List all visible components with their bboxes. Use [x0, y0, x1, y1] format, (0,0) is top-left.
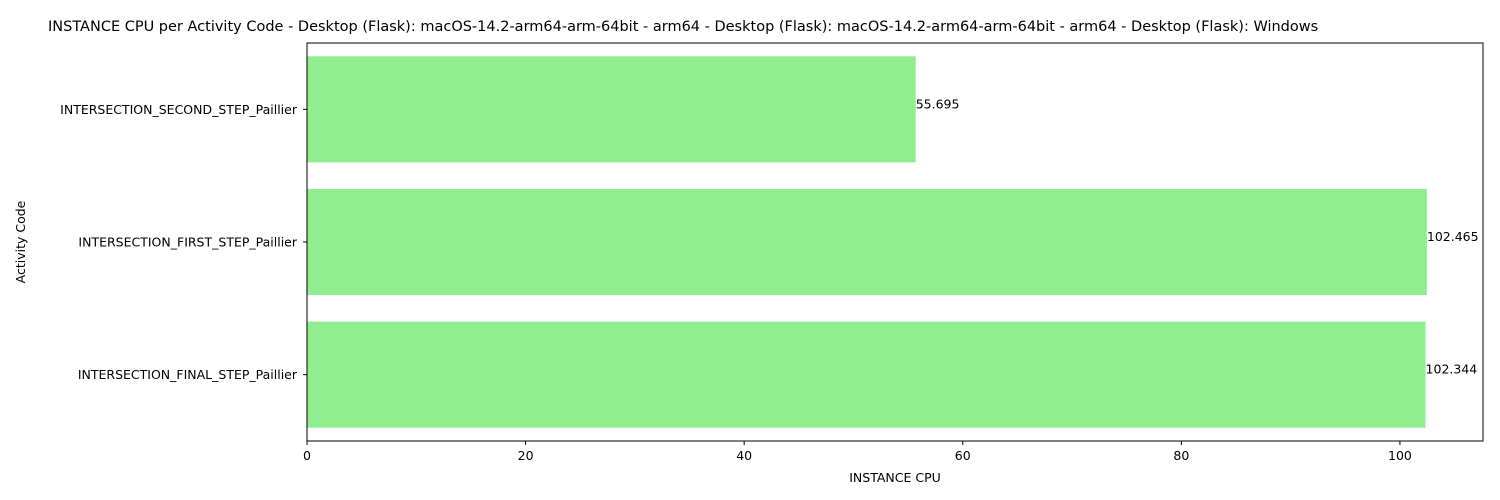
value-labels-group: 55.695 102.465 102.344 — [916, 96, 1479, 376]
bar — [307, 188, 1427, 296]
x-ticks-group: 0 20 40 60 80 100 — [303, 441, 1412, 463]
y-axis-label: Activity Code — [13, 200, 28, 283]
x-tick-label: 60 — [955, 448, 971, 463]
bar-value-label: 55.695 — [916, 96, 960, 111]
bars-group — [307, 56, 1427, 428]
bar — [307, 56, 916, 163]
bar — [307, 321, 1426, 428]
chart-title: INSTANCE CPU per Activity Code - Desktop… — [48, 19, 1318, 35]
bar-value-label: 102.344 — [1426, 362, 1478, 377]
x-tick-label: 20 — [518, 448, 534, 463]
x-tick-label: 80 — [1173, 448, 1189, 463]
x-tick-label: 0 — [303, 448, 311, 463]
y-tick-label: INTERSECTION_SECOND_STEP_Paillier — [60, 102, 298, 117]
x-axis-label: INSTANCE CPU — [849, 470, 941, 485]
bar-value-label: 102.465 — [1427, 229, 1479, 244]
x-tick-label: 100 — [1388, 448, 1412, 463]
x-tick-label: 40 — [736, 448, 752, 463]
y-ticks-group: INTERSECTION_SECOND_STEP_Paillier INTERSE… — [60, 102, 307, 382]
plot-frame — [306, 42, 1484, 442]
y-tick-label: INTERSECTION_FINAL_STEP_Paillier — [78, 367, 298, 382]
y-tick-label: INTERSECTION_FIRST_STEP_Paillier — [78, 235, 297, 250]
